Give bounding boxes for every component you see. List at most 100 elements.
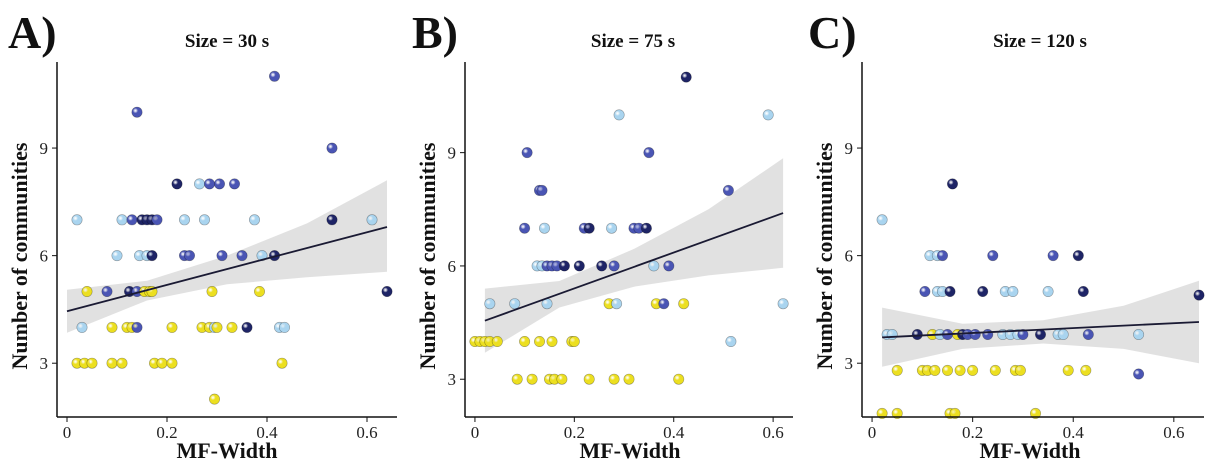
confidence-band-c [882,280,1199,367]
y-tick-label: 3 [845,354,854,373]
data-point [648,260,660,272]
data-point [209,393,221,405]
data-point [911,328,923,340]
data-point [606,222,618,234]
y-axis-label-c: Number of communities [812,142,837,369]
data-point [1062,364,1074,376]
data-point [81,285,93,297]
y-tick-label: 6 [448,257,457,276]
x-tick-label: 0 [868,423,877,442]
data-point [954,364,966,376]
data-point [194,178,206,190]
panel-b: B) Size = 75 s 0 0.2 0.4 0.6 3 6 9 MF-Width Nu… [412,7,793,463]
data-point [573,260,585,272]
data-point [511,373,523,385]
data-point [179,214,191,226]
data-point [1133,328,1145,340]
panel-a: A) Size = 30 s 0 0.2 0.4 0.6 3 6 9 MF-Width Nu… [7,7,397,463]
data-point [241,321,253,333]
regression-line-c [882,321,1200,339]
data-point [987,250,999,262]
data-point [326,142,338,154]
data-point [1035,328,1047,340]
data-point [946,178,958,190]
data-point [673,373,685,385]
x-tick-label: 0.2 [962,423,983,442]
data-point [276,357,288,369]
panel-c: C) Size = 120 s 0 0.2 0.4 0.6 3 6 9 MF-Width N… [808,7,1205,463]
data-point [519,222,531,234]
y-axis-label-a: Number of communities [7,142,32,369]
data-point [1007,285,1019,297]
data-point [278,321,290,333]
y-tick-label: 9 [40,139,49,158]
data-point [106,357,118,369]
x-tick-label: 0.4 [256,423,278,442]
data-point [596,260,608,272]
data-point [509,298,521,310]
data-point [184,250,196,262]
data-point [777,298,789,310]
data-point [929,364,941,376]
plot-area-b: 0 0.2 0.4 0.6 3 6 9 [448,62,793,442]
data-point [484,298,496,310]
data-point [546,335,558,347]
data-point [949,407,961,419]
data-point [519,335,531,347]
data-point [536,184,548,196]
data-point [967,364,979,376]
regression-line-b [484,212,784,322]
y-tick-label: 9 [448,144,457,163]
data-point [613,109,625,121]
data-point [204,178,216,190]
data-point [381,285,393,297]
data-point [583,373,595,385]
data-point [206,285,218,297]
data-point [249,214,261,226]
data-point [680,71,692,83]
data-point [663,260,675,272]
x-tick-label: 0 [471,423,480,442]
data-point [101,285,113,297]
data-point [583,222,595,234]
data-point [166,321,178,333]
data-point [876,407,888,419]
data-point [977,285,989,297]
data-point [556,373,568,385]
data-point [538,222,550,234]
data-point [166,357,178,369]
chart-title-c: Size = 120 s [993,31,1087,52]
data-point [131,321,143,333]
data-point [116,214,128,226]
data-point [526,373,538,385]
data-point [126,214,138,226]
data-point [1017,328,1029,340]
data-point [366,214,378,226]
data-point [216,250,228,262]
x-axis-label-a: MF-Width [176,438,277,463]
chart-title-a: Size = 30 s [185,31,269,52]
data-point [643,147,655,159]
data-point [608,260,620,272]
y-axis-label-b: Number of communities [415,142,440,369]
data-point [944,285,956,297]
x-tick-label: 0.4 [1063,423,1085,442]
data-point [156,357,168,369]
data-point [558,260,570,272]
data-point [1133,368,1145,380]
data-point [214,178,226,190]
data-point [941,364,953,376]
data-point [326,214,338,226]
data-point [131,106,143,118]
x-tick-label: 0 [63,423,72,442]
data-point [725,335,737,347]
x-tick-label: 0.6 [356,423,377,442]
data-point [1014,364,1026,376]
data-point [533,335,545,347]
data-point [1193,289,1205,301]
data-point [236,250,248,262]
data-point [86,357,98,369]
data-point [146,250,158,262]
data-point [256,250,268,262]
x-axis-label-b: MF-Width [579,438,680,463]
